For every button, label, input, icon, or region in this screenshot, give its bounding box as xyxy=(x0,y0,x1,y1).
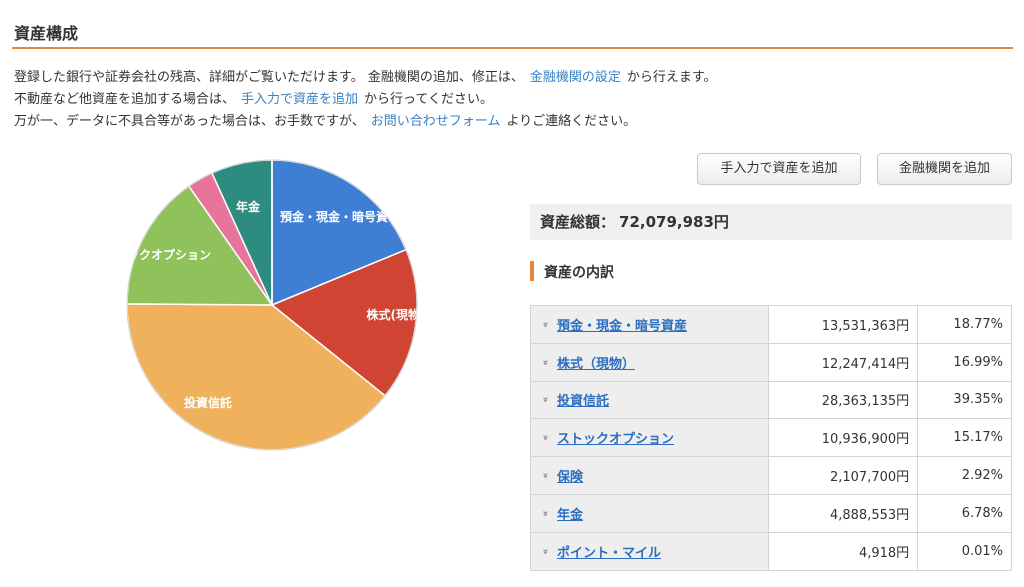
category-link[interactable]: 株式（現物） xyxy=(557,356,636,372)
pie-slice-label: 預金・現金・暗号資 xyxy=(280,209,388,224)
category-cell: » 株式（現物） xyxy=(530,342,769,382)
chevron-down-icon[interactable]: » xyxy=(539,510,551,517)
table-row: » ポイント・マイル 4,918円 0.01% xyxy=(530,531,1012,571)
breakdown-title: 資産の内訳 xyxy=(544,265,614,281)
table-row: » ストックオプション 10,936,900円 15.17% xyxy=(530,418,1012,458)
category-cell: » 預金・現金・暗号資産 xyxy=(530,305,769,344)
chevron-down-icon[interactable]: » xyxy=(539,434,551,441)
intro-line-3-tail: よりご連絡ください。 xyxy=(506,114,637,129)
contact-form-link[interactable]: お問い合わせフォーム xyxy=(370,114,501,129)
intro-line-1-text: 登録した銀行や証券会社の残高、詳細がご覧いただけます。 金融機関の追加、修正は、 xyxy=(14,70,524,85)
pie-slice-label: 年金 xyxy=(236,199,261,214)
amount-cell: 4,888,553円 xyxy=(767,493,919,533)
institution-settings-link[interactable]: 金融機関の設定 xyxy=(529,70,621,85)
pie-slice-label: 投資信託 xyxy=(184,395,232,410)
category-cell: » 保険 xyxy=(530,456,769,495)
chevron-down-icon[interactable]: » xyxy=(539,548,551,555)
category-cell: » ストックオプション xyxy=(530,418,769,458)
amount-cell: 13,531,363円 xyxy=(767,305,919,344)
title-divider xyxy=(12,47,1013,49)
page-title: 資産構成 xyxy=(14,24,79,43)
intro-line-2-text: 不動産など他資産を追加する場合は、 xyxy=(14,92,236,107)
category-cell: » 年金 xyxy=(530,493,769,533)
intro-line-2-tail: から行ってください。 xyxy=(364,92,493,107)
percent-cell: 16.99% xyxy=(917,342,1012,382)
total-assets-value: 72,079,983円 xyxy=(619,213,729,231)
pie-slice-label: ックオプション xyxy=(127,247,211,262)
percent-cell: 18.77% xyxy=(917,305,1012,344)
intro-text: 登録した銀行や証券会社の残高、詳細がご覧いただけます。 金融機関の追加、修正は、… xyxy=(14,67,717,133)
manual-asset-link[interactable]: 手入力で資産を追加 xyxy=(241,92,359,107)
intro-line-3-text: 万が一、データに不具合等があった場合は、お手数ですが、 xyxy=(14,114,365,129)
intro-line-2: 不動産など他資産を追加する場合は、 手入力で資産を追加 から行ってください。 xyxy=(14,89,717,111)
pie-outline xyxy=(126,159,418,451)
heading-accent-bar xyxy=(530,261,534,281)
asset-pie-chart: 預金・現金・暗号資 株式(現物) 投資信託 ックオプション 年金 xyxy=(122,155,422,455)
table-row: » 株式（現物） 12,247,414円 16.99% xyxy=(530,342,1012,382)
chevron-down-icon[interactable]: » xyxy=(539,359,551,366)
table-row: » 年金 4,888,553円 6.78% xyxy=(530,493,1012,533)
amount-cell: 2,107,700円 xyxy=(767,456,919,495)
amount-cell: 12,247,414円 xyxy=(767,342,919,382)
amount-cell: 28,363,135円 xyxy=(767,380,919,420)
chevron-down-icon[interactable]: » xyxy=(539,396,551,404)
percent-cell: 0.01% xyxy=(917,531,1012,571)
category-link[interactable]: 年金 xyxy=(557,507,584,523)
breakdown-table: » 預金・現金・暗号資産 13,531,363円 18.77% » 株式（現物） 12,24… xyxy=(530,305,1012,571)
category-cell: » 投資信託 xyxy=(530,380,769,420)
table-row: » 預金・現金・暗号資産 13,531,363円 18.77% xyxy=(530,305,1012,344)
category-link[interactable]: ポイント・マイル xyxy=(557,545,662,561)
amount-cell: 4,918円 xyxy=(767,531,919,571)
table-row: » 投資信託 28,363,135円 39.35% xyxy=(530,380,1012,420)
category-link[interactable]: 保険 xyxy=(557,470,584,486)
intro-line-1: 登録した銀行や証券会社の残高、詳細がご覧いただけます。 金融機関の追加、修正は、… xyxy=(14,67,717,89)
percent-cell: 39.35% xyxy=(917,380,1012,420)
total-assets: 資産総額： 72,079,983円 xyxy=(530,204,1012,240)
chevron-down-icon[interactable]: » xyxy=(539,321,551,328)
category-link[interactable]: 預金・現金・暗号資産 xyxy=(557,318,688,334)
category-cell: » ポイント・マイル xyxy=(530,531,769,571)
intro-line-1-tail: から行えます。 xyxy=(626,70,717,85)
intro-line-3: 万が一、データに不具合等があった場合は、お手数ですが、 お問い合わせフォーム よりご… xyxy=(14,111,717,133)
amount-cell: 10,936,900円 xyxy=(767,418,919,458)
percent-cell: 6.78% xyxy=(917,493,1012,533)
total-assets-label: 資産総額： xyxy=(540,213,616,231)
percent-cell: 2.92% xyxy=(917,456,1012,495)
table-row: » 保険 2,107,700円 2.92% xyxy=(530,456,1012,495)
pie-slice-label: 株式(現物) xyxy=(367,307,426,322)
category-link[interactable]: ストックオプション xyxy=(557,432,675,448)
chevron-down-icon[interactable]: » xyxy=(539,472,551,479)
manual-add-asset-button[interactable]: 手入力で資産を追加 xyxy=(697,153,861,185)
percent-cell: 15.17% xyxy=(917,418,1012,458)
add-institution-button[interactable]: 金融機関を追加 xyxy=(877,153,1012,185)
category-link[interactable]: 投資信託 xyxy=(557,394,610,410)
